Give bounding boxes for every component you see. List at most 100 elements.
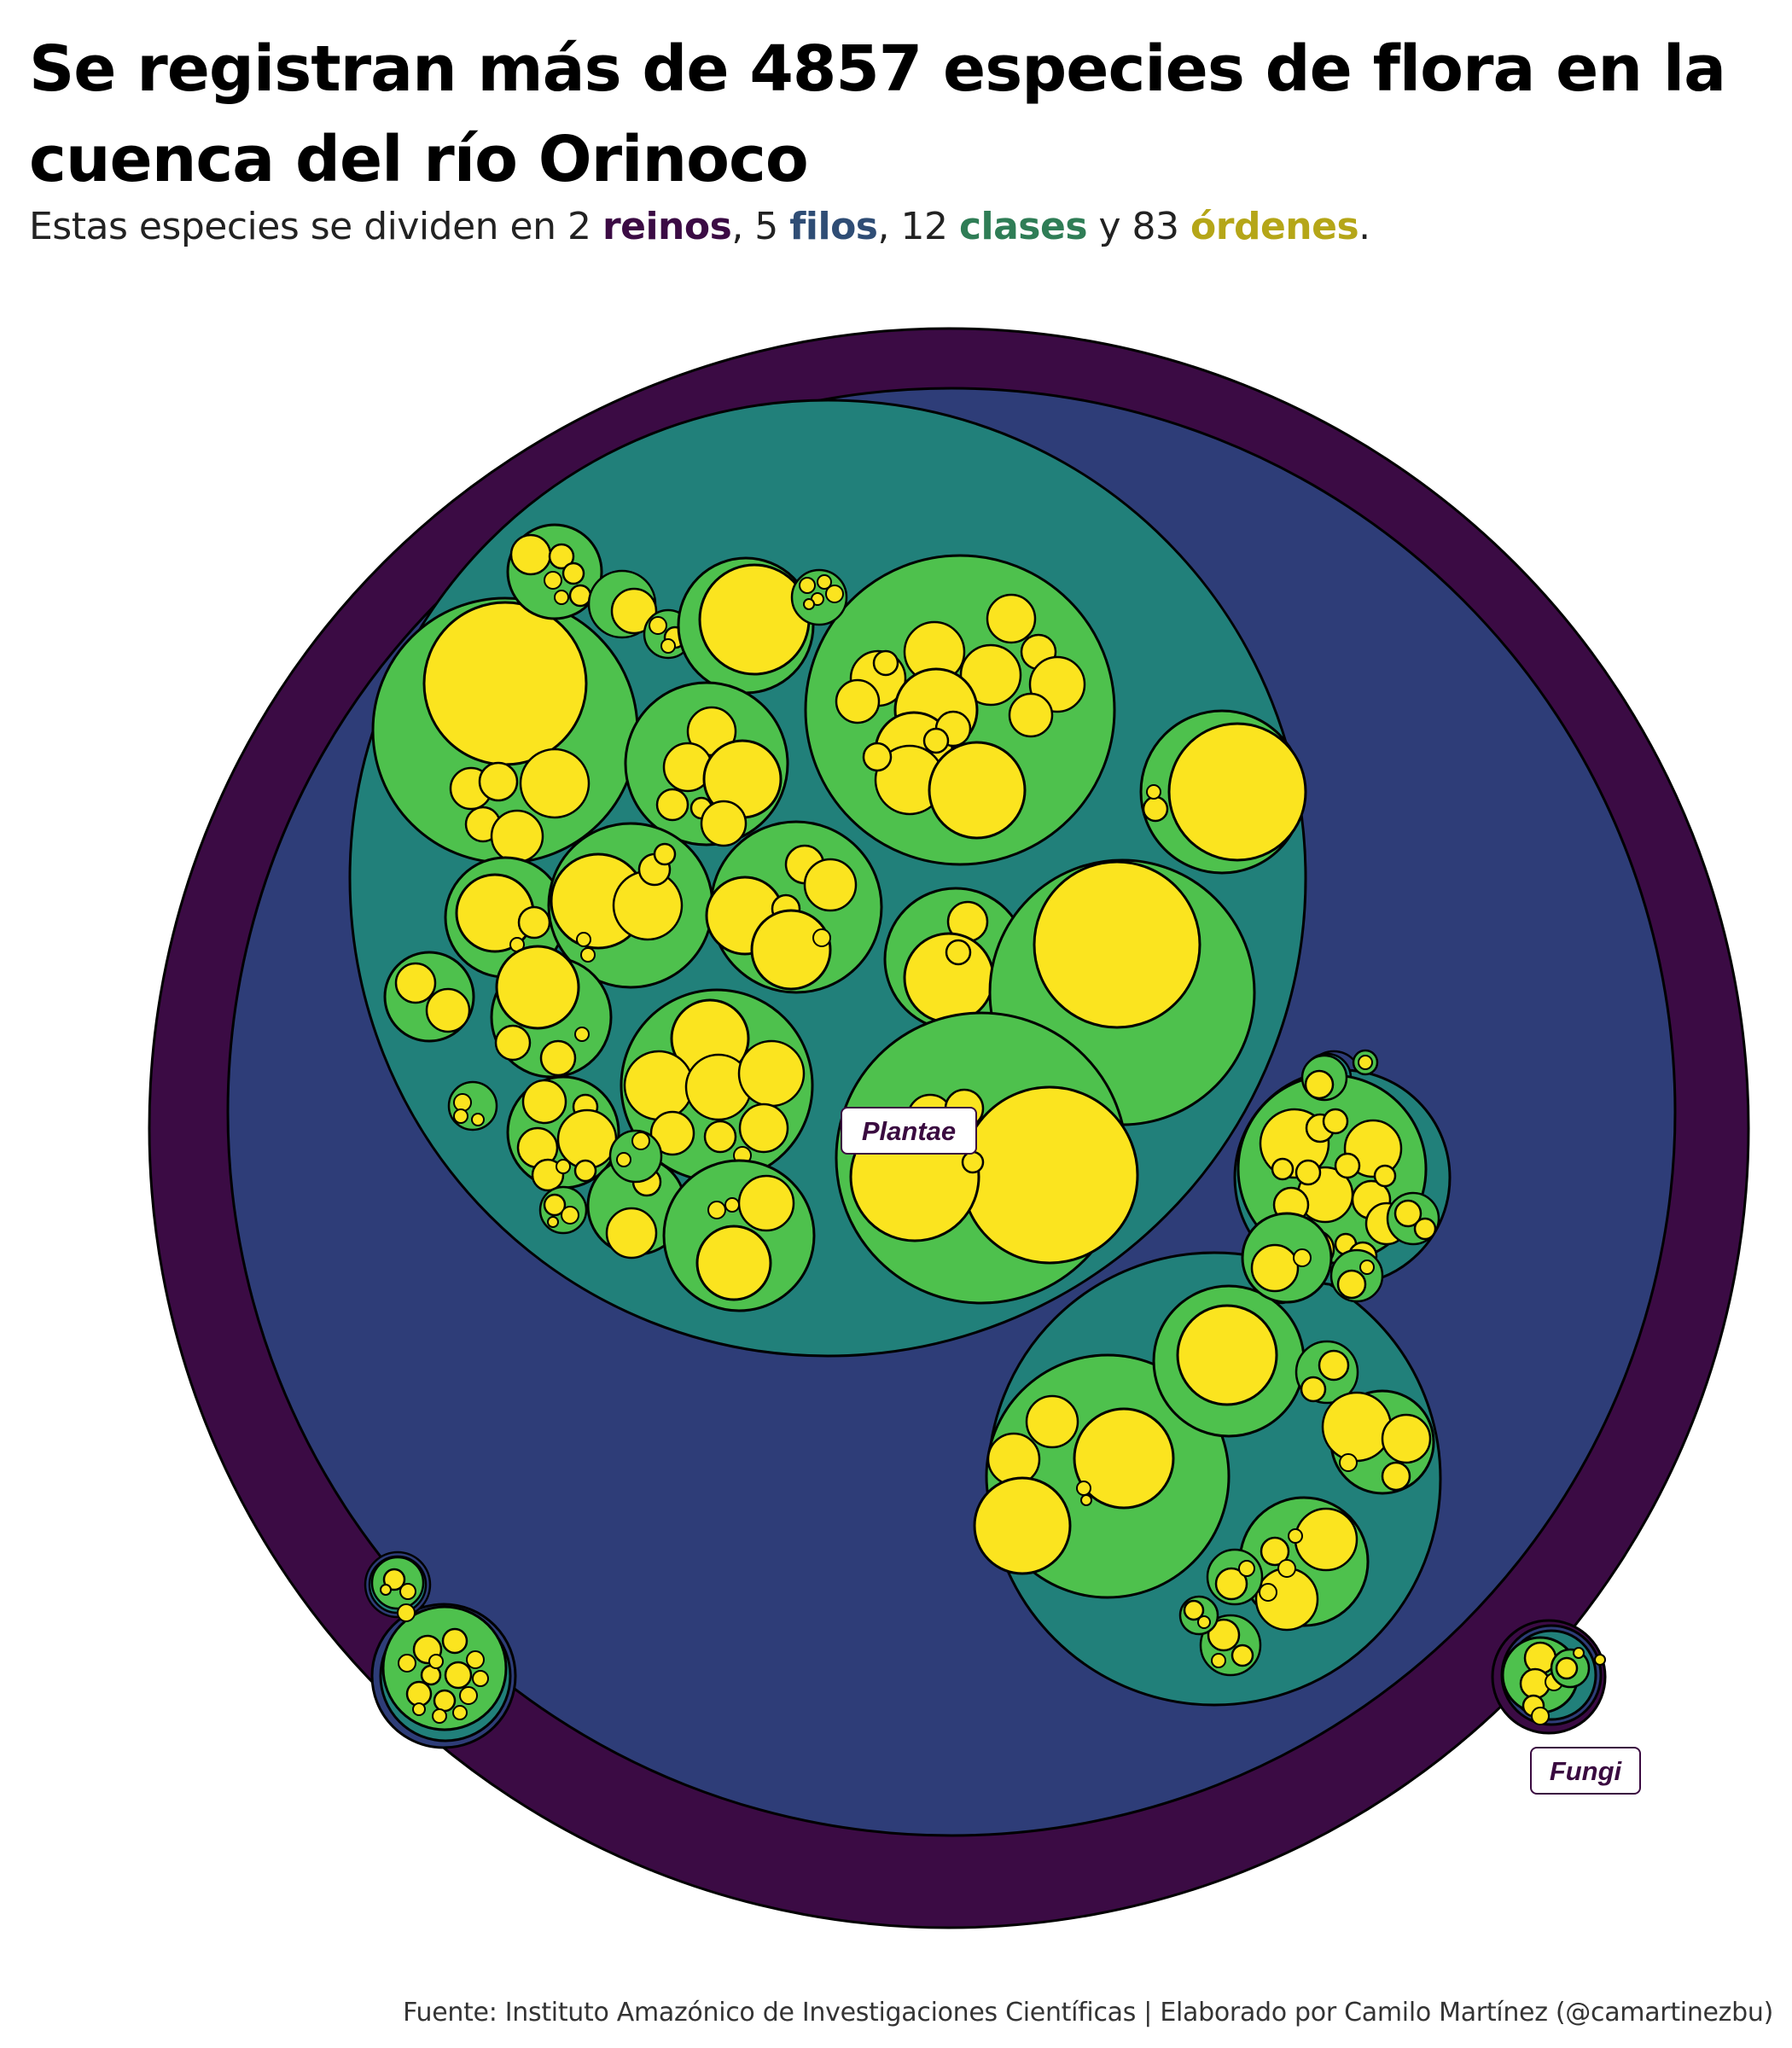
species-circle <box>521 1079 567 1125</box>
species-circle <box>803 858 858 912</box>
species-circle <box>576 932 591 947</box>
species-circle <box>986 593 1037 644</box>
species-circle <box>428 1654 444 1669</box>
species-circle <box>1322 1108 1349 1135</box>
species-circle <box>556 1159 571 1174</box>
species-circle <box>561 561 585 585</box>
species-circle <box>547 1216 559 1228</box>
species-circle <box>750 909 832 991</box>
species-circle <box>490 809 544 864</box>
species-circle <box>509 533 552 576</box>
chart-title: Se registran más de 4857 especies de flo… <box>29 32 1726 196</box>
species-circle <box>425 987 471 1033</box>
species-circle <box>623 1050 695 1121</box>
species-circle <box>616 1152 631 1167</box>
species-circle <box>986 1432 1041 1487</box>
species-circle <box>1531 1707 1550 1725</box>
species-circle <box>1271 1157 1295 1181</box>
species-circle <box>1293 1248 1312 1267</box>
species-circle <box>1073 1407 1175 1510</box>
species-circle <box>1176 1304 1278 1406</box>
species-circle <box>519 748 591 819</box>
species-circle <box>812 928 831 947</box>
species-circle <box>1142 795 1169 823</box>
species-circle <box>548 543 575 570</box>
label-fungi-box <box>1530 1747 1641 1795</box>
species-circle <box>707 1201 726 1219</box>
label-plantae-box <box>841 1107 977 1155</box>
species-circle <box>799 577 816 594</box>
species-circle <box>1359 1260 1375 1275</box>
species-circle <box>698 563 811 676</box>
species-circle <box>1381 1461 1411 1492</box>
species-circle <box>660 638 676 654</box>
species-circle <box>1555 1656 1579 1680</box>
species-circle <box>1214 1567 1248 1601</box>
species-circle <box>441 1627 468 1655</box>
species-circle <box>422 601 588 766</box>
species-circle <box>554 590 569 605</box>
species-circle <box>1300 1376 1327 1403</box>
species-circle <box>703 1120 737 1154</box>
species-circle <box>432 1708 447 1724</box>
species-circle <box>922 727 950 754</box>
species-circle <box>825 585 844 603</box>
species-circle <box>1146 784 1161 800</box>
species-circle <box>1288 1528 1303 1544</box>
species-circle <box>803 598 815 610</box>
species-circle <box>444 1661 473 1690</box>
species-circle <box>1183 1599 1205 1621</box>
species-circle <box>543 1193 567 1217</box>
species-circle <box>574 1027 590 1042</box>
species-circle <box>649 616 667 635</box>
species-circle <box>605 1207 658 1260</box>
species-circle <box>1207 1618 1241 1652</box>
label-fungi: Fungi <box>1530 1747 1641 1795</box>
species-circle <box>1573 1647 1585 1659</box>
species-circle <box>459 1686 478 1705</box>
species-circle <box>737 1039 806 1108</box>
species-circle <box>412 1702 426 1716</box>
species-circle <box>433 1689 457 1713</box>
species-circle <box>961 1150 985 1174</box>
species-circle <box>959 643 1022 707</box>
species-circle <box>655 788 689 822</box>
species-circle <box>405 1680 433 1708</box>
species-circle <box>1231 1644 1254 1667</box>
species-circle <box>1008 692 1054 738</box>
species-circle <box>1393 1199 1423 1228</box>
subtitle-text: , 5 <box>731 205 790 248</box>
species-circle <box>960 1085 1139 1265</box>
subtitle-filos: filos <box>789 205 878 248</box>
species-circle <box>1197 1615 1211 1629</box>
species-circle <box>399 1583 416 1600</box>
species-circle <box>1294 1507 1359 1572</box>
species-circle <box>1025 1394 1079 1449</box>
species-circle <box>1413 1217 1437 1241</box>
source-caption: Fuente: Instituto Amazónico de Investiga… <box>403 1998 1773 2028</box>
species-circle <box>653 842 677 866</box>
species-circle <box>862 742 893 772</box>
species-circle <box>397 1603 416 1622</box>
species-circle <box>973 1476 1072 1575</box>
subtitle-text: , 12 <box>877 205 959 248</box>
species-circle <box>737 1174 795 1232</box>
species-circle <box>561 1206 579 1225</box>
species-circle <box>494 1024 532 1062</box>
species-circle <box>724 1197 740 1213</box>
species-circle <box>817 574 832 590</box>
species-circle <box>380 1584 392 1596</box>
chart-subtitle: Estas especies se dividen en 2 reinos, 5… <box>29 201 1770 253</box>
species-circle <box>1373 1164 1397 1188</box>
species-circle <box>394 962 437 1004</box>
species-circle <box>568 584 592 608</box>
species-circle <box>453 1108 468 1124</box>
species-circle <box>517 905 551 940</box>
species-circle <box>580 947 596 963</box>
circle-packing-chart: Plantae Fungi <box>148 327 1750 1929</box>
species-circle <box>453 1093 472 1112</box>
species-circle <box>1260 1536 1290 1567</box>
species-circle <box>1167 722 1307 862</box>
species-circle <box>1339 1453 1358 1472</box>
species-circle <box>1259 1583 1277 1602</box>
